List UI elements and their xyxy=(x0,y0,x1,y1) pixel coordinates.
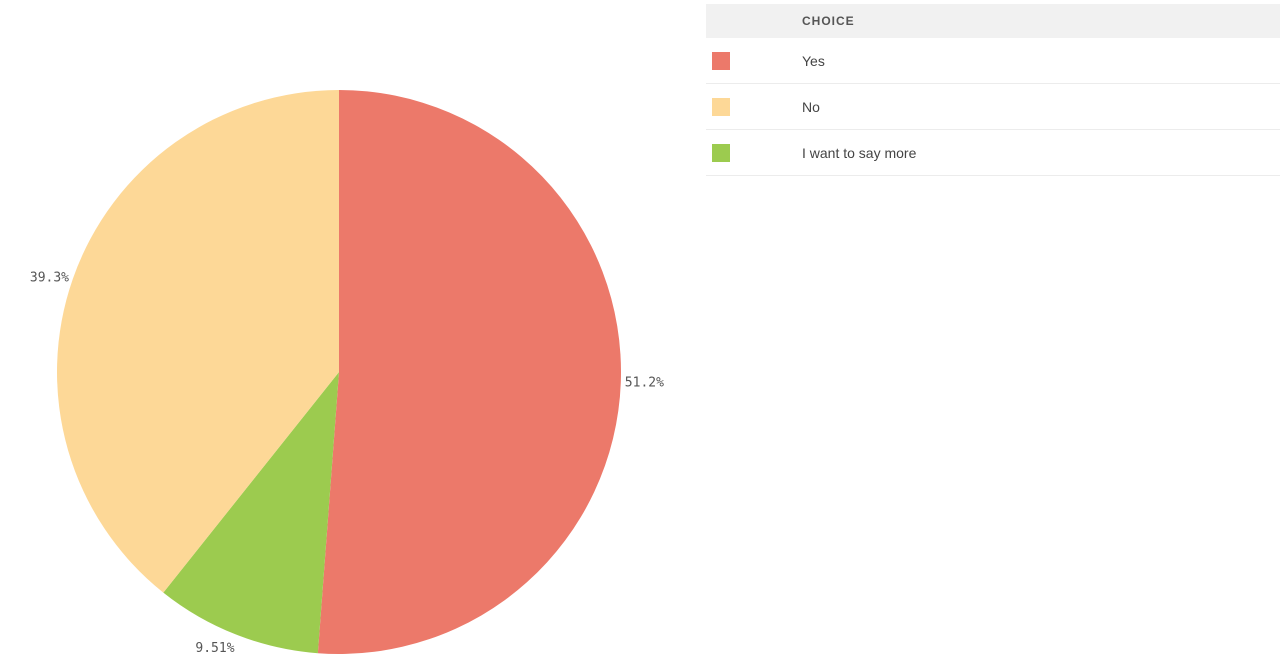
legend-label-i-want-to-say-more: I want to say more xyxy=(802,144,917,161)
legend-table: CHOICE Yes No I want to say more xyxy=(706,4,1280,176)
legend-row-i-want-to-say-more: I want to say more xyxy=(706,130,1280,176)
legend-row-no: No xyxy=(706,84,1280,130)
legend-header-label: CHOICE xyxy=(802,14,855,28)
pie-chart: 51.2% 9.51% 39.3% xyxy=(30,90,664,656)
slice-label-i-want-to-say-more: 9.51% xyxy=(195,641,234,656)
legend-label-yes: Yes xyxy=(802,52,825,69)
pie-slice-i-want-to-say-more xyxy=(163,372,339,654)
legend-swatch-yes xyxy=(712,51,730,70)
slice-label-yes: 51.2% xyxy=(625,376,664,391)
legend-row-yes: Yes xyxy=(706,38,1280,84)
legend-rows: Yes No I want to say more xyxy=(706,38,1280,176)
legend-header: CHOICE xyxy=(706,4,1280,38)
pie-slice-yes xyxy=(317,90,622,655)
legend-label-no: No xyxy=(802,98,820,115)
pie-slice-no xyxy=(57,90,340,593)
slice-label-no: 39.3% xyxy=(30,271,69,286)
legend-swatch-no xyxy=(712,97,730,116)
legend-swatch-i-want-to-say-more xyxy=(712,143,730,162)
